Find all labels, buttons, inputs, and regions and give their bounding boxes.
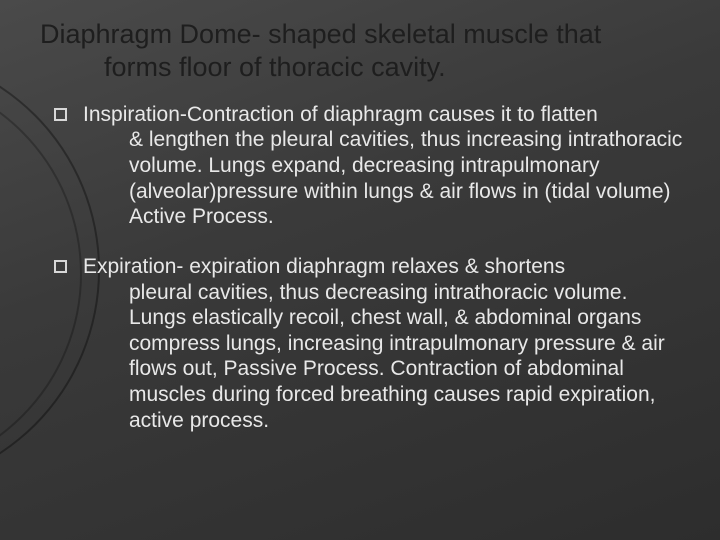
- bullet-list: Inspiration-Contraction of diaphragm cau…: [36, 102, 690, 433]
- slide-container: Diaphragm Dome- shaped skeletal muscle t…: [0, 0, 720, 540]
- title-line-2: forms floor of thoracic cavity.: [40, 51, 670, 84]
- bullet-text: Inspiration-Contraction of diaphragm cau…: [83, 102, 690, 230]
- bullet-rest: & lengthen the pleural cavities, thus in…: [83, 127, 690, 229]
- bullet-text: Expiration- expiration diaphragm relaxes…: [83, 254, 690, 433]
- bullet-first-line: Inspiration-Contraction of diaphragm cau…: [83, 103, 598, 126]
- bullet-first-line: Expiration- expiration diaphragm relaxes…: [83, 255, 565, 278]
- bullet-rest: pleural cavities, thus decreasing intrat…: [83, 280, 690, 434]
- list-item: Expiration- expiration diaphragm relaxes…: [54, 254, 690, 433]
- square-bullet-icon: [54, 108, 67, 121]
- title-line-1: Diaphragm Dome- shaped skeletal muscle t…: [40, 19, 601, 49]
- square-bullet-icon: [54, 260, 67, 273]
- slide-title: Diaphragm Dome- shaped skeletal muscle t…: [36, 18, 690, 84]
- list-item: Inspiration-Contraction of diaphragm cau…: [54, 102, 690, 230]
